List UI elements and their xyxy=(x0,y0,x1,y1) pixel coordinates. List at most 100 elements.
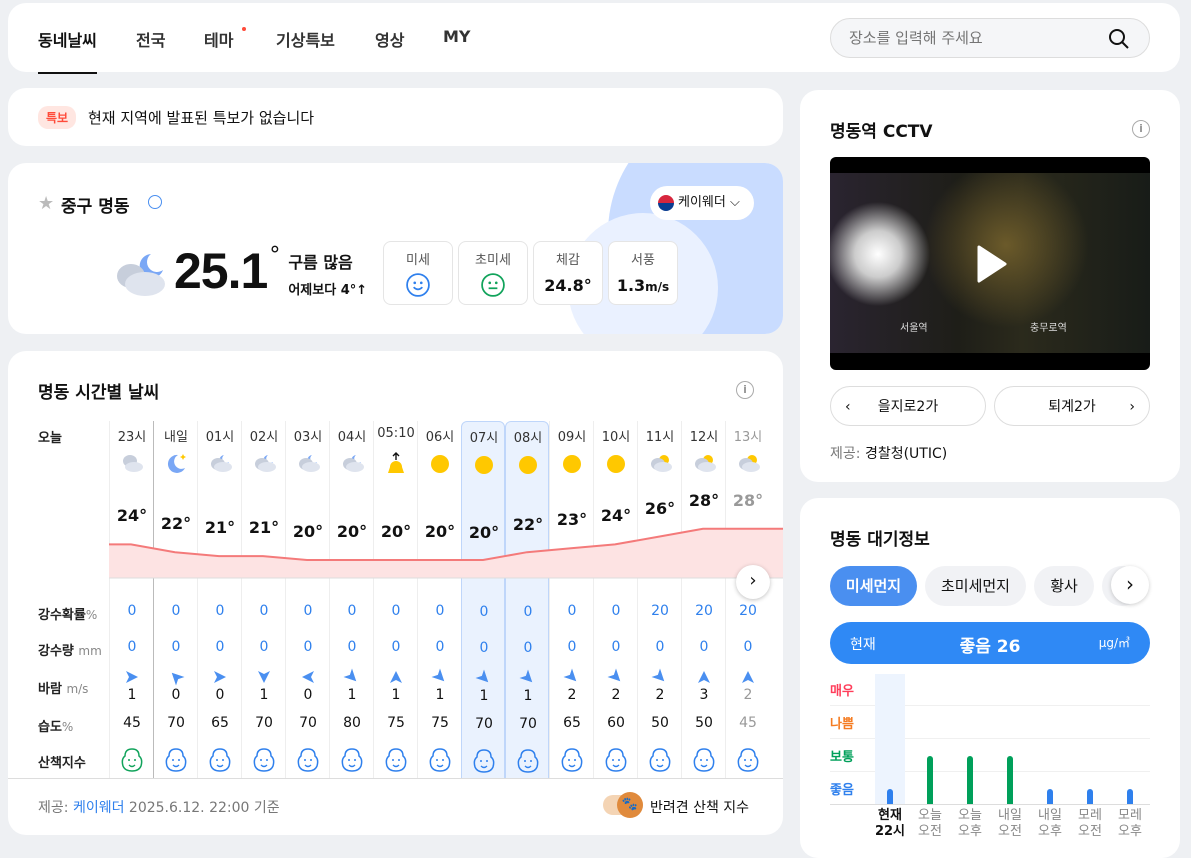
divider xyxy=(8,778,783,779)
hour-label: 03시 xyxy=(293,430,323,445)
stat-label: 초미세 xyxy=(475,253,511,268)
wind-speed: 1 xyxy=(479,688,489,704)
stat-label: 미세 xyxy=(406,253,430,268)
pop-value: 0 xyxy=(127,603,137,619)
locate-icon[interactable] xyxy=(148,195,162,209)
humidity-value: 45 xyxy=(123,715,141,731)
cctv-video[interactable]: 서울역 충무로역 xyxy=(830,157,1150,370)
hour-column[interactable]: 07시 20° 0 0 1 70 xyxy=(461,421,505,779)
toggle-label: 반려견 산책 지수 xyxy=(650,800,750,816)
humidity-value: 80 xyxy=(343,715,361,731)
tab-0[interactable]: 동네날씨 xyxy=(38,27,97,74)
hour-column[interactable]: 04시 20° 0 0 1 80 xyxy=(329,421,373,779)
wind-arrow-icon xyxy=(742,671,754,683)
hour-label: 08시 xyxy=(513,431,543,446)
wind-arrow-icon xyxy=(302,671,314,683)
now-label: 현재 xyxy=(850,637,876,653)
cloud-moon-icon xyxy=(299,455,320,472)
day-label: 오늘 xyxy=(38,431,62,446)
hour-column[interactable]: 13시 28° 20 0 2 45 xyxy=(725,421,769,779)
pop-value: 0 xyxy=(215,603,225,619)
wind-arrow-icon xyxy=(390,671,402,683)
forecast-bar xyxy=(967,756,973,804)
forecast-label: 모레 오전 xyxy=(1078,808,1102,839)
walk-toggle[interactable]: 🐾 xyxy=(603,792,643,818)
rain-value: 0 xyxy=(259,639,269,655)
temp-value: 22° xyxy=(512,515,544,535)
grid-line xyxy=(830,738,1150,739)
scroll-next-button[interactable]: › xyxy=(736,565,770,599)
overlay-left: 서울역 xyxy=(900,323,928,334)
condition: 구름 많음 xyxy=(288,253,353,272)
hour-label: 10시 xyxy=(601,430,631,445)
tab-pm10[interactable]: 미세먼지 xyxy=(830,566,917,606)
forecast-label: 내일 오전 xyxy=(998,808,1022,839)
rain-value: 0 xyxy=(215,639,225,655)
search-input[interactable] xyxy=(830,18,1150,58)
tab-1[interactable]: 전국 xyxy=(136,31,166,50)
hour-column[interactable]: 10시 24° 0 0 2 60 xyxy=(593,421,637,779)
pop-value: 0 xyxy=(523,604,533,620)
cloud-moon-icon xyxy=(255,455,276,472)
wind-speed: 0 xyxy=(303,687,313,703)
prev-cctv-button[interactable]: ‹ 을지로2가 xyxy=(830,386,986,426)
stat-label: 서풍 xyxy=(631,253,655,268)
humidity-value: 50 xyxy=(651,715,669,731)
tab-yellow-dust[interactable]: 황사 xyxy=(1034,566,1094,606)
provider-select[interactable]: 케이웨더 ⌵ xyxy=(650,186,754,220)
stat-label: 체감 xyxy=(556,253,580,268)
tab-5[interactable]: MY xyxy=(443,27,471,46)
dog-face-icon xyxy=(473,749,495,773)
hour-column[interactable]: 23시 24° 0 0 1 45 xyxy=(109,421,153,779)
alert-banner: 특보 현재 지역에 발표된 특보가 없습니다 xyxy=(8,88,783,146)
dog-face-icon xyxy=(561,748,583,772)
pop-value: 0 xyxy=(303,603,313,619)
hour-column[interactable]: 03시 20° 0 0 0 70 xyxy=(285,421,329,779)
hour-column[interactable]: 05:10 20° 0 0 1 75 xyxy=(373,421,417,779)
hour-column[interactable]: 11시 26° 20 0 2 50 xyxy=(637,421,681,779)
current-highlight xyxy=(875,674,905,804)
hour-label: 12시 xyxy=(689,430,719,445)
search-icon[interactable] xyxy=(1108,28,1130,50)
wind-speed: 2 xyxy=(611,687,621,703)
info-icon[interactable]: i xyxy=(736,381,754,399)
hour-column[interactable]: 01시 21° 0 0 0 65 xyxy=(197,421,241,779)
hour-column[interactable]: 06시 20° 0 0 1 75 xyxy=(417,421,461,779)
dog-face-icon xyxy=(429,748,451,772)
temp-value: 20° xyxy=(292,522,324,541)
cloud-moon-icon xyxy=(211,455,232,472)
sun-icon xyxy=(431,455,449,473)
pop-value: 20 xyxy=(739,603,757,619)
hour-column[interactable]: 08시 22° 0 0 1 70 xyxy=(505,421,549,779)
pop-label: 강수확률% xyxy=(38,608,98,623)
humidity-value: 70 xyxy=(167,715,185,731)
hour-column[interactable]: 내일 22° 0 0 0 70 xyxy=(153,421,197,779)
humidity-value: 60 xyxy=(607,715,625,731)
footer-credit: 제공: 케이웨더 2025.6.12. 22:00 기준 xyxy=(38,800,280,816)
hour-column[interactable]: 12시 28° 20 0 3 50 xyxy=(681,421,725,779)
forecast-label: 현재 22시 xyxy=(874,808,906,839)
play-icon[interactable] xyxy=(975,245,1007,283)
wind-arrow-icon xyxy=(651,668,665,682)
pop-value: 0 xyxy=(435,603,445,619)
tab-pm25[interactable]: 초미세먼지 xyxy=(925,566,1026,606)
hour-column[interactable]: 09시 23° 0 0 2 65 xyxy=(549,421,593,779)
tab-2[interactable]: 테마 xyxy=(204,31,234,50)
rain-value: 0 xyxy=(171,639,181,655)
wind-speed: 0 xyxy=(215,687,225,703)
forecast-label: 오늘 오전 xyxy=(918,808,942,839)
tab-4[interactable]: 영상 xyxy=(375,31,405,50)
info-icon[interactable]: i xyxy=(1132,120,1150,138)
tab-3[interactable]: 기상특보 xyxy=(276,31,335,50)
star-icon[interactable]: ★ xyxy=(38,193,55,214)
smile-icon xyxy=(406,273,430,297)
air-next-button[interactable]: › xyxy=(1111,566,1149,604)
next-cctv-button[interactable]: 퇴계2가 › xyxy=(994,386,1150,426)
hour-column[interactable]: 02시 21° 0 0 1 70 xyxy=(241,421,285,779)
hour-label: 05:10 xyxy=(377,426,415,441)
level-label: 좋음 xyxy=(830,783,854,798)
hour-label: 04시 xyxy=(337,430,367,445)
temp-value: 21° xyxy=(204,518,236,538)
rain-label: 강수량 mm xyxy=(38,644,102,659)
cloudy-icon xyxy=(123,455,143,472)
